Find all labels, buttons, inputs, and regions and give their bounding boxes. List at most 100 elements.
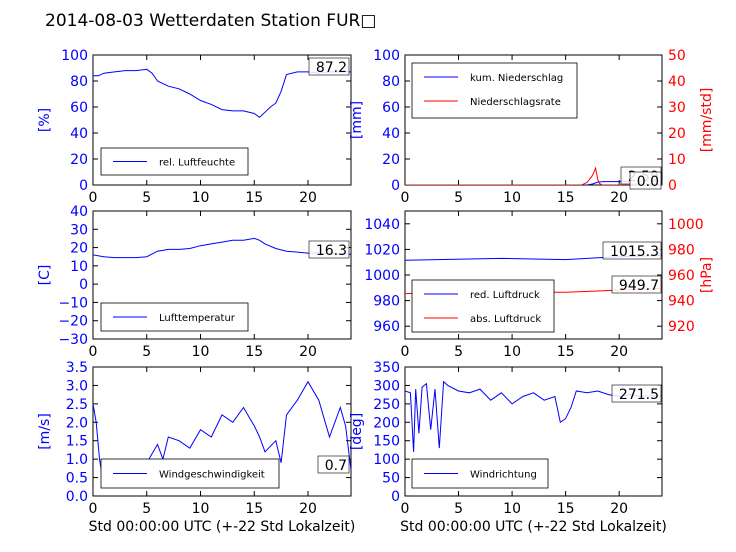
y-tick-label: 100 (373, 452, 400, 468)
plot-frame (92, 210, 352, 340)
series-line-1 (405, 181, 662, 185)
value-annotation: 1015.3 (610, 244, 659, 260)
y-tick-label: 0.0 (66, 489, 88, 505)
y2-tick-label: 20 (668, 126, 686, 142)
y-tick-label: 3.0 (66, 378, 88, 394)
y-tick-label: 980 (373, 294, 400, 310)
legend: rel. Luftfeuchte (100, 147, 249, 176)
y-tick-label: 250 (373, 397, 400, 413)
value-annotation: 16.3 (316, 243, 347, 259)
panel-5: 0 5 10 15 20 0.0 0.5 1.0 1.5 2.0 2.5 3.0 3.5 [m/s] Std… (37, 360, 355, 535)
y-axis-label: [m/s] (37, 413, 53, 450)
value-annotation-box (602, 241, 662, 260)
y-tick-label: 2.0 (66, 415, 88, 431)
y-tick-label: 300 (373, 378, 400, 394)
value-annotation-box (317, 455, 350, 474)
y2-tick-label: 940 (668, 294, 695, 310)
y-axis-label: [C] (37, 265, 53, 286)
x-tick-label: 10 (503, 501, 521, 517)
legend: Lufttemperatur (100, 302, 249, 332)
y-tick-label: 0 (391, 178, 400, 194)
y-tick-label: 2.5 (66, 397, 88, 413)
x-tick-label: 20 (610, 344, 628, 360)
y-tick-label: −30 (58, 332, 88, 348)
y-tick-label: 100 (61, 48, 88, 64)
plot-frame (92, 54, 352, 186)
value-annotation-box (308, 240, 350, 259)
y2-axis-label: [hPa] (699, 257, 715, 293)
legend-label: kum. Niederschlag (470, 73, 563, 84)
x-tick-label: 0 (401, 190, 410, 206)
panel-1: 0 5 10 15 20 0 20 40 60 80 100 [%] rel. Luftfeuchte 8… (37, 48, 352, 206)
y-tick-label: 100 (373, 48, 400, 64)
y-tick-label: 200 (373, 415, 400, 431)
x-tick-label: 0 (89, 344, 98, 360)
y-tick-label: 80 (70, 74, 88, 90)
legend: Windgeschwindigkeit (100, 458, 280, 489)
x-tick-label: 5 (454, 344, 463, 360)
value-annotation: 949.7 (619, 278, 659, 294)
y-tick-label: 60 (70, 100, 88, 116)
x-tick-label: 10 (503, 344, 521, 360)
y-tick-label: 960 (373, 319, 400, 335)
y-tick-label: 0 (391, 489, 400, 505)
y-tick-label: 60 (382, 100, 400, 116)
y-tick-label: 0 (79, 178, 88, 194)
series-line-2 (405, 166, 662, 185)
x-tick-label: 20 (610, 190, 628, 206)
legend-label: rel. Luftfeuchte (159, 158, 235, 169)
y-tick-label: 40 (70, 204, 88, 220)
x-axis-label: Std 00:00:00 UTC (+-22 Std Lokalzeit) (89, 519, 356, 535)
y-tick-label: 20 (70, 241, 88, 257)
y-tick-label: 3.5 (66, 360, 88, 376)
x-tick-label: 15 (245, 344, 263, 360)
y-tick-label: 1000 (364, 268, 400, 284)
plot-frame (404, 366, 663, 497)
y-tick-label: −10 (58, 295, 88, 311)
y2-tick-label: 960 (668, 268, 695, 284)
y2-axis-label: [mm/std] (699, 88, 715, 153)
legend-box (411, 62, 578, 119)
y2-tick-label: 30 (668, 100, 686, 116)
x-tick-label: 20 (299, 501, 317, 517)
value-annotation: 0.7 (325, 458, 347, 474)
legend-box (411, 279, 555, 333)
x-tick-label: 15 (557, 190, 575, 206)
y-tick-label: 0.5 (66, 471, 88, 487)
legend-label: Niederschlagsrate (470, 97, 561, 108)
y2-tick-label: 50 (668, 48, 686, 64)
y-tick-label: 350 (373, 360, 400, 376)
x-tick-label: 0 (89, 501, 98, 517)
y-tick-label: 10 (70, 259, 88, 275)
value-annotation-box (629, 171, 662, 190)
y-tick-label: 20 (70, 152, 88, 168)
x-tick-label: 5 (142, 344, 151, 360)
value-annotation-box (611, 384, 662, 403)
y-tick-label: 40 (382, 126, 400, 142)
series-line-1 (93, 68, 351, 119)
series-line-1 (93, 237, 351, 259)
x-tick-label: 15 (245, 501, 263, 517)
y2-tick-label: 1000 (668, 217, 704, 233)
legend-label: Windrichtung (470, 470, 537, 481)
value-annotation-box (308, 57, 350, 76)
y2-tick-label: 0 (668, 178, 677, 194)
legend-label: Windgeschwindigkeit (159, 470, 265, 481)
y-axis-label: [%] (37, 108, 53, 132)
x-tick-label: 10 (503, 190, 521, 206)
y-tick-label: 40 (70, 126, 88, 142)
y-tick-label: 1040 (364, 217, 400, 233)
value-annotation: 87.2 (316, 60, 347, 76)
y-tick-label: 30 (70, 222, 88, 238)
x-tick-label: 5 (454, 501, 463, 517)
panel-2: 0 5 10 15 20 0 20 40 60 80 100 0 10 20 30 40 50 [mm] [mm/s… (349, 48, 715, 206)
x-axis-label: Std 00:00:00 UTC (+-22 Std Lokalzeit) (400, 519, 667, 535)
x-tick-label: 20 (299, 344, 317, 360)
x-tick-label: 15 (557, 501, 575, 517)
plot-frame (92, 366, 352, 497)
y-tick-label: 150 (373, 434, 400, 450)
y2-tick-label: 920 (668, 319, 695, 335)
y-tick-label: 1.5 (66, 434, 88, 450)
